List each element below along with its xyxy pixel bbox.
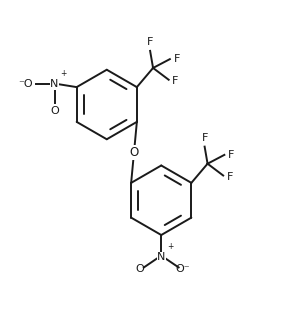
Text: +: + [167, 242, 173, 251]
Text: F: F [227, 172, 233, 182]
Text: F: F [228, 150, 234, 160]
Text: F: F [147, 37, 153, 47]
Text: O: O [129, 146, 139, 159]
Text: O: O [50, 106, 59, 116]
Text: F: F [202, 133, 208, 143]
Text: F: F [172, 76, 178, 86]
Text: N: N [50, 79, 59, 89]
Text: O: O [136, 264, 144, 274]
Text: ⁻O: ⁻O [18, 79, 33, 89]
Text: N: N [157, 252, 165, 262]
Text: F: F [174, 54, 180, 64]
Text: O⁻: O⁻ [175, 264, 190, 274]
Text: +: + [60, 69, 67, 78]
